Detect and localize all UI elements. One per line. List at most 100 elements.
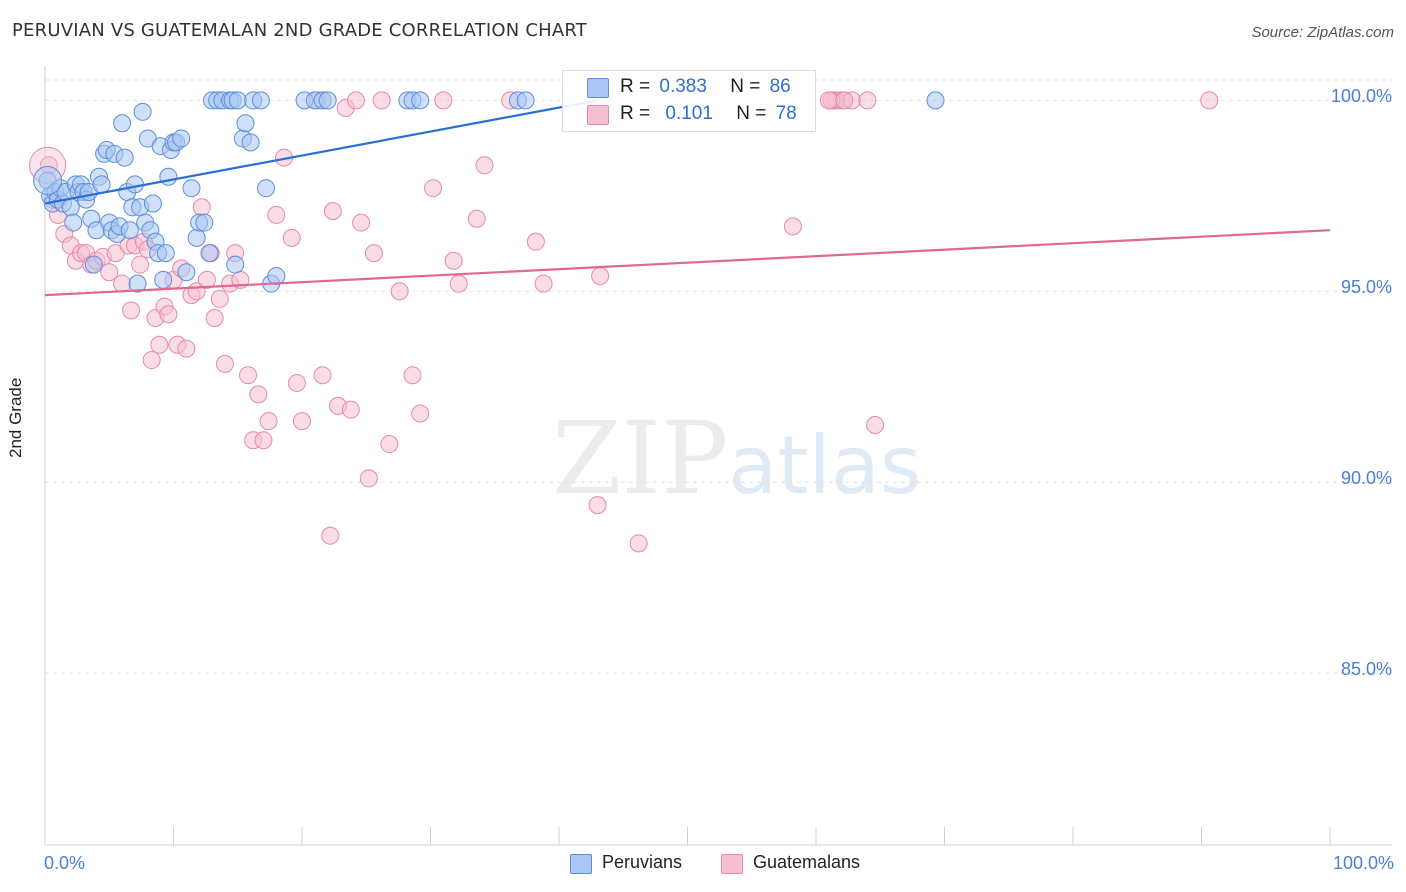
guatemalan-point	[210, 289, 229, 308]
watermark-zip: ZIP	[552, 400, 729, 517]
guatemalans-swatch	[721, 854, 743, 874]
legend-label-guatemalans: Guatemalans	[753, 852, 861, 872]
guatemalan-point	[192, 198, 211, 217]
guatemalan-point	[352, 213, 371, 232]
peruvians-points	[33, 91, 945, 293]
peruvian-point	[226, 255, 245, 274]
peruvians-r-value: 0.383	[659, 76, 707, 97]
guatemalan-point	[411, 404, 430, 423]
x-tick-label: 100.0%	[1332, 853, 1394, 873]
guatemalan-point	[150, 335, 169, 354]
guatemalan-point	[444, 251, 463, 270]
guatemalan-point	[323, 202, 342, 221]
guatemalan-point	[434, 91, 453, 110]
guatemalan-point	[254, 431, 273, 450]
peruvian-point	[177, 263, 196, 282]
guatemalan-point	[100, 263, 119, 282]
peruvian-point	[156, 244, 175, 263]
peruvian-point	[411, 91, 430, 110]
peruvian-point	[61, 198, 80, 217]
guatemalan-point	[588, 496, 607, 515]
guatemalan-point	[259, 412, 278, 431]
watermark: ZIPatlas	[552, 400, 922, 517]
guatemalan-point	[424, 179, 443, 198]
guatemalans-r-value: 0.101	[665, 103, 713, 124]
peruvian-point	[113, 114, 132, 133]
guatemalans-trend-line	[44, 229, 1331, 297]
y-tick-label: 100.0%	[1330, 86, 1392, 106]
peruvian-point	[172, 129, 191, 148]
peruvians-trend-line	[44, 99, 598, 205]
peruvians-n-value: 86	[769, 76, 791, 97]
guatemalan-point	[282, 228, 301, 247]
guatemalan-point	[122, 301, 141, 320]
peruvian-point	[33, 166, 63, 196]
guatemalan-point	[177, 339, 196, 358]
guatemalan-point	[364, 244, 383, 263]
peruvian-point	[128, 274, 147, 293]
watermark-atlas: atlas	[728, 419, 922, 512]
guatemalan-point	[835, 91, 854, 110]
guatemalan-point	[313, 366, 332, 385]
guatemalan-point	[449, 274, 468, 293]
guatemalan-point	[467, 209, 486, 228]
guatemalan-point	[372, 91, 391, 110]
peruvian-point	[195, 213, 214, 232]
guatemalan-point	[197, 270, 216, 289]
peruvian-point	[200, 244, 219, 263]
guatemalan-point	[858, 91, 877, 110]
peruvians-swatch	[587, 78, 609, 98]
peruvian-point	[241, 133, 260, 152]
guatemalan-point	[159, 305, 178, 324]
peruvian-point	[236, 114, 255, 133]
peruvian-point	[125, 175, 144, 194]
guatemalan-point	[267, 205, 286, 224]
chart-title: PERUVIAN VS GUATEMALAN 2ND GRADE CORRELA…	[12, 20, 587, 41]
guatemalan-point	[1200, 91, 1219, 110]
guatemalans-swatch	[587, 105, 609, 125]
peruvian-point	[257, 179, 276, 198]
guatemalans-points	[29, 91, 1219, 553]
guatemalan-point	[629, 534, 648, 553]
guatemalan-point	[131, 255, 150, 274]
guatemalan-point	[380, 435, 399, 454]
x-tick-label: 0.0%	[44, 853, 86, 873]
guatemalan-point	[287, 373, 306, 392]
peruvian-point	[182, 179, 201, 198]
guatemalan-point	[341, 400, 360, 419]
peruvian-point	[516, 91, 535, 110]
peruvian-point	[159, 167, 178, 186]
guatemalan-point	[321, 526, 340, 545]
peruvian-point	[228, 91, 247, 110]
legend-label-peruvians: Peruvians	[602, 852, 683, 872]
peruvian-point	[251, 91, 270, 110]
peruvian-point	[267, 267, 286, 286]
r-label: R =	[620, 76, 651, 97]
guatemalan-point	[819, 91, 838, 110]
guatemalan-point	[142, 351, 161, 370]
y-tick-label: 85.0%	[1340, 659, 1392, 679]
peruvian-point	[187, 228, 206, 247]
guatemalan-point	[293, 412, 311, 431]
peruvian-point	[92, 175, 111, 194]
guatemalan-point	[534, 274, 553, 293]
guatemalan-point	[346, 91, 365, 110]
source-label: Source: ZipAtlas.com	[1251, 24, 1394, 41]
n-label: N =	[736, 103, 767, 124]
peruvian-point	[154, 270, 173, 289]
guatemalan-point	[113, 274, 132, 293]
axes	[44, 66, 1392, 846]
peruvian-point	[926, 91, 945, 110]
guatemalans-n-value: 78	[775, 103, 797, 124]
guatemalan-point	[866, 415, 885, 434]
guatemalan-point	[783, 217, 802, 236]
peruvian-point	[318, 91, 337, 110]
peruvian-point	[143, 194, 162, 213]
y-tick-label: 95.0%	[1340, 277, 1392, 297]
n-label: N =	[730, 76, 761, 97]
y-tick-label: 90.0%	[1340, 468, 1392, 488]
peruvians-swatch	[570, 854, 592, 874]
guatemalan-point	[215, 354, 234, 373]
r-label: R =	[620, 103, 651, 124]
